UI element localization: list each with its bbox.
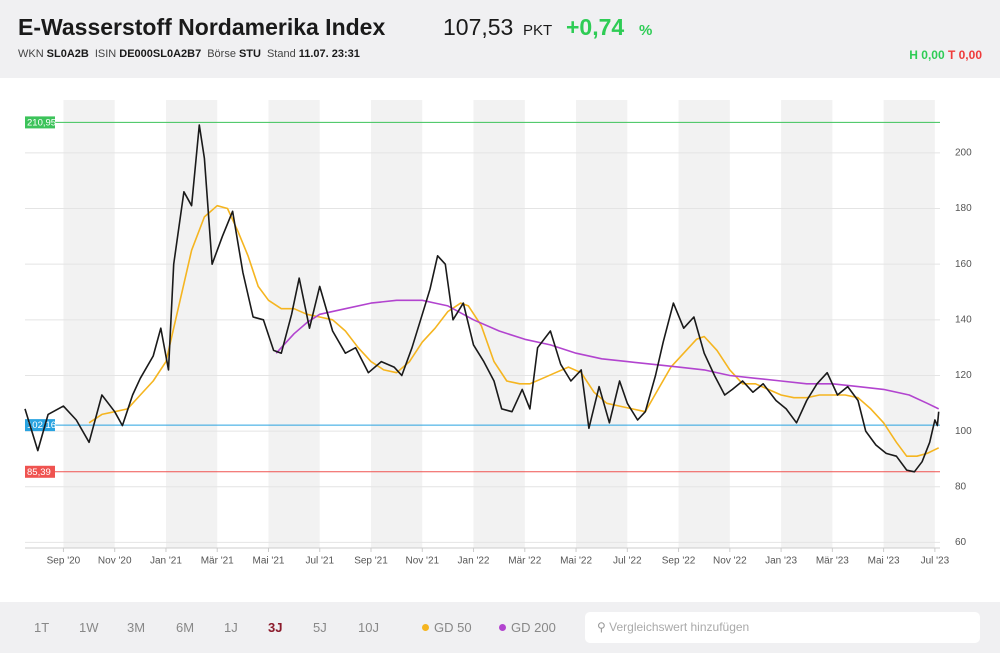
meta-label: Stand [266, 48, 296, 60]
y-tick-label: 180 [955, 203, 972, 214]
month-band [63, 100, 115, 548]
x-tick-label: Mai '22 [560, 556, 592, 567]
reference-label: 85,39 [27, 467, 51, 478]
price-unit: PKT [523, 22, 553, 39]
low: T 0,00 [947, 48, 982, 62]
month-band [576, 100, 628, 548]
legend-item[interactable]: GD 50 [422, 620, 472, 635]
meta-value: 11.07. 23:31 [298, 48, 360, 60]
reference-label: 210,95 [27, 117, 56, 128]
change: +0,74 [566, 14, 625, 40]
search-icon: ⚲ [597, 620, 606, 634]
x-tick-label: Mär '21 [201, 556, 234, 567]
x-tick-label: Nov '22 [713, 556, 747, 567]
reference-label-bg [25, 116, 55, 129]
meta-label: WKN [18, 48, 44, 60]
x-tick-label: Mär '22 [508, 556, 541, 567]
x-tick-label: Jul '22 [613, 556, 642, 567]
chart: 60 80 100 120 140 160 180 200 Sep '20 Nov '20 Jan … [24, 100, 972, 567]
legend-swatch [422, 624, 429, 631]
y-tick-label: 80 [955, 481, 967, 492]
y-tick-label: 140 [955, 314, 972, 325]
y-tick-label: 200 [955, 148, 972, 159]
legend-item[interactable]: GD 200 [499, 620, 556, 635]
period-button[interactable]: 3J [268, 620, 283, 635]
reference-label-bg [25, 419, 55, 432]
x-tick-label: Jan '21 [150, 556, 182, 567]
header: E-Wasserstoff Nordamerika Index 107,53 P… [0, 0, 1000, 78]
footer: ⚲ Vergleichswert hinzufügen 1T 1W 3M 6M 1J 3J… [0, 602, 1000, 653]
month-band [781, 100, 833, 548]
x-tick-label: Nov '20 [98, 556, 132, 567]
reference-label: 102,16 [27, 420, 56, 431]
period-button[interactable]: 5J [313, 620, 327, 635]
y-tick-label: 160 [955, 259, 972, 270]
line-series [24, 124, 940, 473]
x-tick-label: Mai '23 [868, 556, 900, 567]
legend-label: GD 50 [434, 620, 472, 635]
search-input[interactable]: ⚲ Vergleichswert hinzufügen [585, 612, 980, 643]
x-tick-label: Jan '23 [765, 556, 797, 567]
period-button[interactable]: 10J [358, 620, 379, 635]
meta-value: DE000SL0A2B7 [119, 48, 202, 60]
x-tick-label: Nov '21 [405, 556, 439, 567]
high-low: H 0,00 T 0,00 [909, 48, 982, 62]
month-band [883, 100, 935, 548]
period-button[interactable]: 1J [224, 620, 238, 635]
period-button[interactable]: 6M [176, 620, 195, 635]
period-button[interactable]: 3M [127, 620, 146, 635]
period-button[interactable]: 1W [79, 620, 99, 635]
title: E-Wasserstoff Nordamerika Index [18, 14, 386, 40]
legend-swatch [499, 624, 506, 631]
month-band [678, 100, 730, 548]
reference-label-bg [25, 465, 55, 478]
meta-value: SL0A2B [46, 48, 89, 60]
x-tick-label: Jul '23 [921, 556, 950, 567]
x-tick-label: Sep '22 [662, 556, 696, 567]
meta-value: STU [238, 48, 261, 60]
meta-label: Börse [207, 48, 236, 60]
x-tick-label: Jan '22 [458, 556, 490, 567]
x-tick-label: Sep '20 [47, 556, 81, 567]
high: H 0,00 [909, 48, 945, 62]
x-tick-label: Sep '21 [354, 556, 388, 567]
line-series [275, 299, 940, 410]
x-tick-label: Mai '21 [253, 556, 285, 567]
period-button[interactable]: 1T [34, 620, 50, 635]
y-tick-label: 120 [955, 370, 972, 381]
change-unit: % [639, 22, 653, 39]
x-tick-label: Jul '21 [305, 556, 334, 567]
y-tick-label: 100 [955, 426, 972, 437]
x-tick-label: Mär '23 [816, 556, 849, 567]
line-series [88, 204, 940, 457]
price: 107,53 [443, 14, 514, 40]
meta: WKN SL0A2B ISIN DE000SL0A2B7 Börse STU Stand 11… [18, 48, 366, 60]
legend-label: GD 200 [511, 620, 556, 635]
month-band [165, 100, 218, 548]
y-tick-label: 60 [955, 537, 967, 548]
month-band [371, 100, 423, 548]
month-band [268, 100, 320, 548]
search-placeholder: Vergleichswert hinzufügen [609, 620, 750, 634]
meta-label: ISIN [94, 48, 117, 60]
